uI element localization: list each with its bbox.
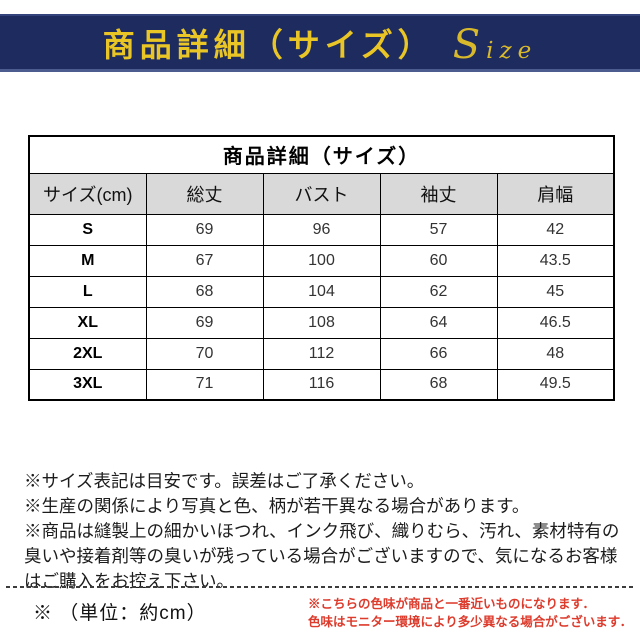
table-title-row: 商品詳細（サイズ） [28,135,615,174]
banner-size-label: Size [453,25,538,65]
value-cell: 69 [145,306,264,339]
value-cell: 108 [262,306,381,339]
value-cell: 112 [262,337,381,370]
value-cell: 71 [145,368,264,401]
value-cell: 104 [262,275,381,308]
table-row: 3XL 71 116 68 49.5 [28,368,615,401]
banner-size-rest: ize [486,37,538,64]
value-cell: 67 [145,244,264,277]
size-cell: S [28,213,147,246]
note-line: ※生産の関係により写真と色、柄が若干異なる場合があります。 [24,496,530,516]
column-header-total-length: 総丈 [145,172,264,215]
size-cell: L [28,275,147,308]
table-title: 商品詳細（サイズ） [28,135,615,174]
table-row: XL 69 108 64 46.5 [28,306,615,339]
note-line: ※サイズ表記は目安です。誤差はご了承ください。 [24,471,425,491]
banner-size-initial: S [452,21,487,68]
dashed-divider [6,586,634,588]
value-cell: 64 [379,306,498,339]
value-cell: 70 [145,337,264,370]
table-row: S 69 96 57 42 [28,213,615,246]
color-note-line: ※こちらの色味が商品と一番近いものになります． [308,597,596,611]
note-line: はご購入をお控え下さい。 [24,571,234,591]
size-cell: 3XL [28,368,147,401]
value-cell: 96 [262,213,381,246]
value-cell: 57 [379,213,498,246]
value-cell: 43.5 [496,244,615,277]
value-cell: 45 [496,275,615,308]
value-cell: 60 [379,244,498,277]
value-cell: 116 [262,368,381,401]
value-cell: 48 [496,337,615,370]
color-note-line: 色味はモニター環境により多少異なる場合がございます． [308,614,633,629]
table-row: L 68 104 62 45 [28,275,615,308]
table-row: 2XL 70 112 66 48 [28,337,615,370]
value-cell: 46.5 [496,306,615,339]
table-row: M 67 100 60 43.5 [28,244,615,277]
value-cell: 49.5 [496,368,615,401]
column-header-size: サイズ(cm) [28,172,147,215]
column-header-bust: バスト [262,172,381,215]
size-cell: M [28,244,147,277]
size-cell: XL [28,306,147,339]
note-line: 臭いや接着剤等の臭いが残っている場合がございますので、気になるお客様 [24,546,618,566]
table-header-row: サイズ(cm) 総丈 バスト 袖丈 肩幅 [28,172,615,215]
size-chart-table: 商品詳細（サイズ） サイズ(cm) 総丈 バスト 袖丈 肩幅 S 69 96 5… [28,135,616,401]
banner: 商品詳細（サイズ） Size [0,14,640,72]
color-accuracy-note: ※こちらの色味が商品と一番近いものになります． 色味はモニター環境により多少異な… [308,596,632,631]
notes: ※サイズ表記は目安です。誤差はご了承ください。 ※生産の関係により写真と色、柄が… [24,469,636,594]
column-header-sleeve-length: 袖丈 [379,172,498,215]
value-cell: 66 [379,337,498,370]
value-cell: 100 [262,244,381,277]
note-line: ※商品は縫製上の細かいほつれ、インク飛び、織りむら、汚れ、素材特有の [24,521,620,541]
value-cell: 62 [379,275,498,308]
value-cell: 68 [379,368,498,401]
unit-note: ※ （単位：約cm） [33,603,207,624]
value-cell: 42 [496,213,615,246]
banner-title: 商品詳細（サイズ） [102,26,435,63]
value-cell: 68 [145,275,264,308]
size-cell: 2XL [28,337,147,370]
column-header-shoulder-width: 肩幅 [496,172,615,215]
value-cell: 69 [145,213,264,246]
